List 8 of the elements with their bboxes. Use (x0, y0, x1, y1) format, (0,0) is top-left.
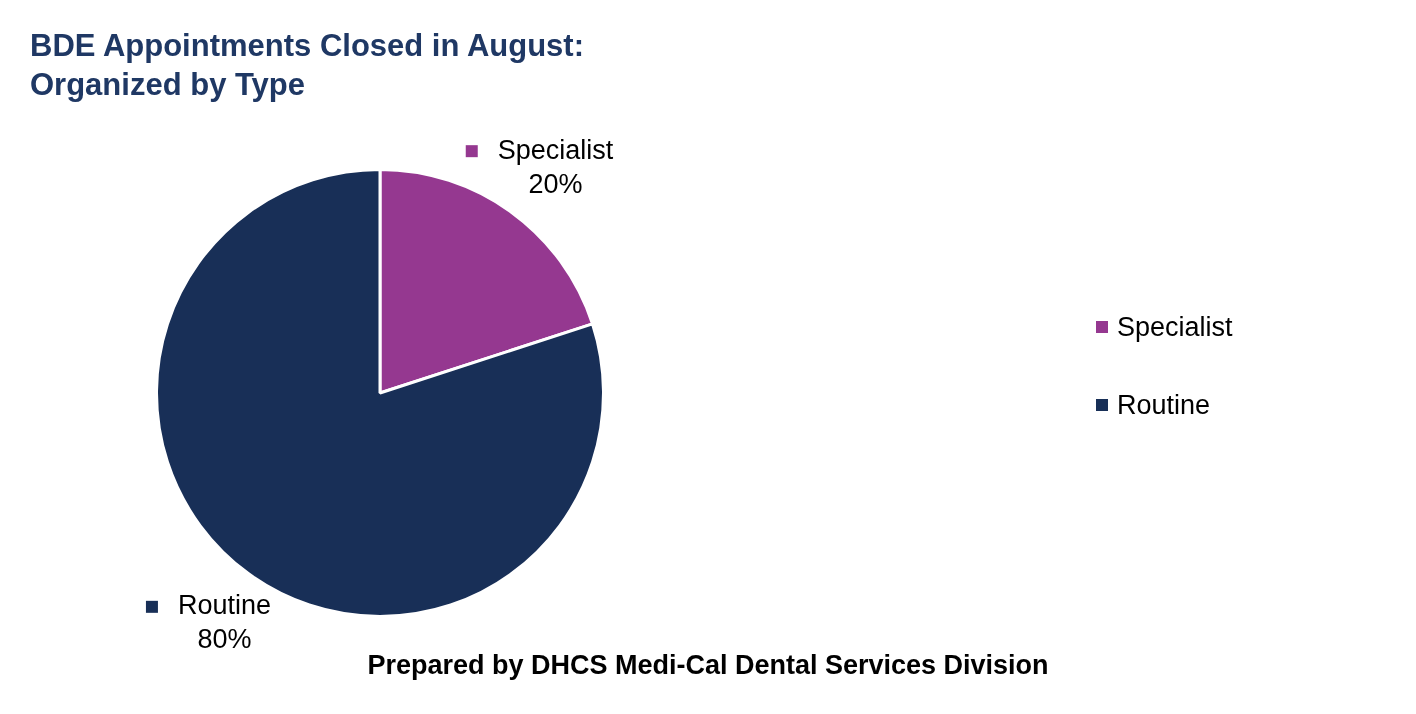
text: Prepared by DHCS Medi-Cal Dental Services Division (367, 650, 1049, 680)
chart-title: BDE Appointments Closed in August: Organized by Type (30, 27, 585, 104)
category-label: Specialist (1117, 311, 1233, 342)
data-label: 80% (197, 624, 252, 655)
legend-label: Routine (177, 590, 272, 621)
legend-label: Specialist (497, 134, 614, 165)
data-label: 20% (528, 168, 583, 199)
category-label: Routine (1117, 389, 1211, 420)
